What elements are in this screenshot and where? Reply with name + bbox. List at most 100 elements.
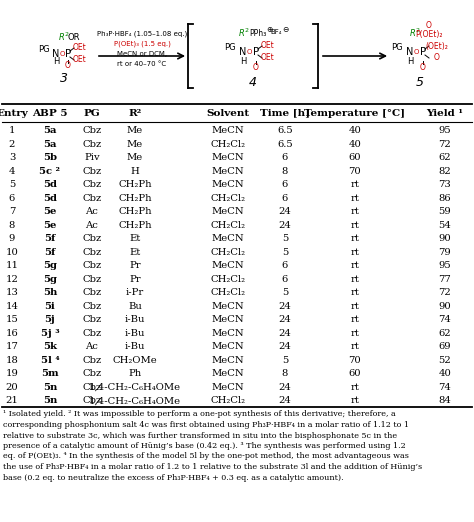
Text: 90: 90 — [438, 302, 451, 311]
Text: Cbz: Cbz — [82, 126, 101, 135]
Text: 24: 24 — [279, 315, 292, 324]
Text: MeCN: MeCN — [212, 207, 244, 216]
Text: 15: 15 — [6, 315, 18, 324]
Text: 18: 18 — [6, 356, 18, 365]
Text: 2: 2 — [416, 29, 420, 33]
Text: 24: 24 — [279, 396, 292, 405]
Text: ¹ Isolated yield. ² It was impossible to perform a one-pot synthesis of this der: ¹ Isolated yield. ² It was impossible to… — [3, 410, 396, 419]
Text: 6: 6 — [282, 262, 288, 270]
Text: Me: Me — [127, 126, 143, 135]
Text: 4: 4 — [9, 167, 15, 176]
Text: 12: 12 — [6, 275, 18, 284]
Text: 5l ⁴: 5l ⁴ — [41, 356, 59, 365]
Text: O: O — [253, 63, 259, 72]
Text: 5f: 5f — [44, 248, 55, 257]
Text: R²: R² — [128, 109, 142, 117]
Text: rt: rt — [351, 194, 359, 203]
Text: 40: 40 — [348, 126, 362, 135]
Text: MeCN: MeCN — [212, 167, 244, 176]
Text: PG: PG — [83, 109, 100, 117]
Text: Time [h]: Time [h] — [260, 109, 310, 117]
Text: 40: 40 — [438, 369, 451, 378]
Text: 6: 6 — [282, 275, 288, 284]
Text: Bu: Bu — [128, 302, 142, 311]
Text: Cbz: Cbz — [82, 180, 101, 189]
Text: Cbz: Cbz — [82, 234, 101, 243]
Text: 24: 24 — [279, 302, 292, 311]
Text: 95: 95 — [438, 126, 451, 135]
Text: Yield ¹: Yield ¹ — [427, 109, 464, 117]
Text: MeCN: MeCN — [212, 262, 244, 270]
Text: base (0.2 eq. to neutralize the excess of Ph₃P·HBF₄ + 0.3 eq. as a catalytic amo: base (0.2 eq. to neutralize the excess o… — [3, 473, 344, 481]
Text: Cbz: Cbz — [82, 288, 101, 297]
Text: 40: 40 — [348, 140, 362, 149]
Text: Cbz: Cbz — [82, 248, 101, 257]
Text: ABP 5: ABP 5 — [32, 109, 68, 117]
Text: Entry: Entry — [0, 109, 28, 117]
Text: 8: 8 — [282, 369, 288, 378]
Text: rt: rt — [351, 383, 359, 392]
Text: 8: 8 — [9, 221, 15, 230]
Text: rt: rt — [351, 396, 359, 405]
Text: 3: 3 — [9, 153, 15, 162]
Text: 5n: 5n — [43, 396, 57, 405]
Text: PPh₃: PPh₃ — [249, 30, 266, 39]
Text: rt: rt — [351, 302, 359, 311]
Text: CH₂Cl₂: CH₂Cl₂ — [210, 194, 246, 203]
Text: 77: 77 — [438, 275, 451, 284]
Text: 6: 6 — [282, 153, 288, 162]
Text: 79: 79 — [438, 248, 451, 257]
Text: MeCN: MeCN — [212, 383, 244, 392]
Text: 62: 62 — [439, 329, 451, 338]
Text: Cbz: Cbz — [82, 262, 101, 270]
Text: rt: rt — [351, 180, 359, 189]
Text: N: N — [406, 47, 414, 57]
Text: 86: 86 — [439, 194, 451, 203]
Text: O: O — [59, 51, 64, 57]
Text: 5e: 5e — [43, 221, 57, 230]
Text: 5d: 5d — [43, 194, 57, 203]
Text: 5d: 5d — [43, 180, 57, 189]
Text: CH₂Cl₂: CH₂Cl₂ — [210, 140, 246, 149]
Text: CH₂Cl₂: CH₂Cl₂ — [210, 221, 246, 230]
Text: O: O — [246, 49, 252, 55]
Text: 70: 70 — [348, 356, 361, 365]
Text: MeCN: MeCN — [212, 302, 244, 311]
Text: 24: 24 — [279, 207, 292, 216]
Text: 90: 90 — [438, 234, 451, 243]
Text: 13: 13 — [6, 288, 18, 297]
Text: 5c ²: 5c ² — [39, 167, 61, 176]
Text: Temperature [°C]: Temperature [°C] — [304, 109, 405, 117]
Text: PG: PG — [38, 45, 50, 54]
Text: (OEt)₂: (OEt)₂ — [426, 42, 448, 51]
Text: 5a: 5a — [43, 126, 57, 135]
Text: O: O — [420, 63, 426, 72]
Text: Ph: Ph — [128, 369, 142, 378]
Text: Pr: Pr — [129, 262, 141, 270]
Text: 17: 17 — [6, 342, 18, 351]
Text: Ac: Ac — [86, 342, 99, 351]
Text: 11: 11 — [6, 262, 18, 270]
Text: 8: 8 — [282, 167, 288, 176]
Text: CH₂Ph: CH₂Ph — [118, 207, 152, 216]
Text: 5j: 5j — [45, 315, 55, 324]
Text: rt or 40–70 °C: rt or 40–70 °C — [118, 61, 166, 67]
Text: rt: rt — [351, 315, 359, 324]
Text: rt: rt — [351, 207, 359, 216]
Text: CH₂Ph: CH₂Ph — [118, 221, 152, 230]
Text: Pr: Pr — [129, 275, 141, 284]
Text: P(OEt)₂: P(OEt)₂ — [415, 30, 443, 39]
Text: Cbz: Cbz — [82, 315, 101, 324]
Text: 24: 24 — [279, 221, 292, 230]
Text: R: R — [59, 33, 65, 42]
Text: ⊕: ⊕ — [266, 26, 272, 34]
Text: 10: 10 — [6, 248, 18, 257]
Text: i-Bu: i-Bu — [125, 342, 145, 351]
Text: Piv: Piv — [84, 153, 100, 162]
Text: eq. of P(OEt)₃. ⁴ In the synthesis of the model 5l by the one-pot method, the mo: eq. of P(OEt)₃. ⁴ In the synthesis of th… — [3, 453, 409, 460]
Text: 73: 73 — [438, 180, 451, 189]
Text: rt: rt — [351, 329, 359, 338]
Text: Ac: Ac — [86, 221, 99, 230]
Text: R: R — [239, 30, 245, 39]
Text: 5n: 5n — [43, 383, 57, 392]
